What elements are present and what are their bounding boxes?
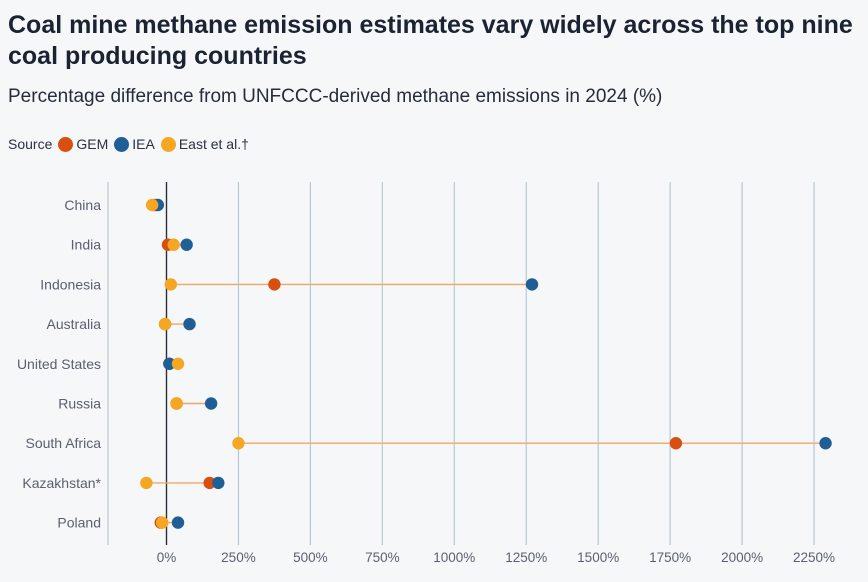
category-label: Poland xyxy=(57,515,101,531)
x-tick-label: 1250% xyxy=(505,550,547,565)
x-tick-label: 2000% xyxy=(721,550,763,565)
dot-iea xyxy=(180,238,193,251)
dot-gem xyxy=(203,476,216,490)
dot-iea xyxy=(819,437,832,450)
category-label: Australia xyxy=(47,316,102,332)
x-tick-label: 750% xyxy=(365,550,400,565)
dot-east-et-al xyxy=(145,198,159,212)
category-label: Indonesia xyxy=(40,276,101,292)
dot-iea xyxy=(525,278,539,291)
dot-east-et-al xyxy=(171,357,185,370)
dot-gem xyxy=(669,437,683,450)
category-label: South Africa xyxy=(26,435,102,451)
category-label: China xyxy=(64,197,101,213)
dot-east-et-al xyxy=(170,397,183,410)
dot-east-et-al xyxy=(140,476,153,490)
category-label: India xyxy=(71,237,102,253)
dot-iea xyxy=(212,476,225,490)
dot-iea xyxy=(163,357,176,370)
legend-item-gem: GEM xyxy=(58,136,108,152)
x-tick-label: 0% xyxy=(157,550,177,565)
dot-iea xyxy=(183,317,196,331)
dot-iea xyxy=(204,397,218,410)
x-tick-label: 500% xyxy=(293,550,328,565)
dot-east-et-al xyxy=(155,516,169,529)
category-label: Russia xyxy=(58,396,101,412)
legend: Source GEM IEA East et al.† xyxy=(8,134,255,154)
x-tick-label: 2250% xyxy=(793,550,835,565)
legend-swatch-gem xyxy=(58,136,74,152)
chart-subtitle: Percentage difference from UNFCCC-derive… xyxy=(8,86,663,107)
x-tick-label: 1500% xyxy=(577,550,619,565)
legend-swatch-east xyxy=(160,136,176,152)
legend-text-gem: GEM xyxy=(76,136,109,152)
category-label: Kazakhstan* xyxy=(22,475,101,491)
legend-item-iea: IEA xyxy=(114,136,155,152)
legend-text-east: East et al.† xyxy=(178,136,249,152)
dot-east-et-al xyxy=(167,238,180,251)
x-tick-label: 1750% xyxy=(649,550,691,565)
x-tick-label: 1000% xyxy=(433,550,475,565)
dot-iea xyxy=(171,516,185,529)
dot-east-et-al xyxy=(164,278,178,291)
category-label: United States xyxy=(17,356,101,372)
legend-label: Source xyxy=(8,136,53,152)
dot-east-et-al xyxy=(158,317,172,331)
legend-swatch-iea xyxy=(114,136,130,152)
dot-east-et-al xyxy=(232,437,245,450)
chart-title: Coal mine methane emission estimates var… xyxy=(8,11,853,70)
dot-gem xyxy=(268,278,281,291)
legend-item-east: East et al.† xyxy=(160,136,249,152)
legend-text-iea: IEA xyxy=(132,136,155,152)
x-tick-label: 250% xyxy=(221,550,256,565)
